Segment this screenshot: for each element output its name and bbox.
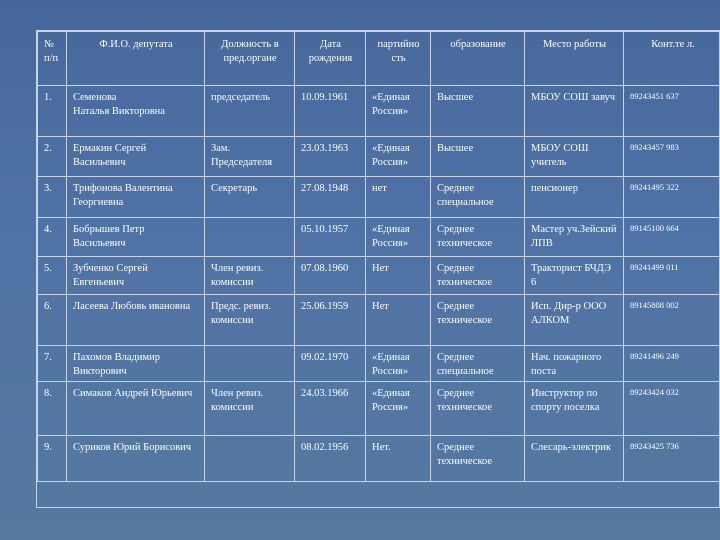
cell-education: Среднее техническое (430, 256, 525, 295)
cell-phone: 89243424 032 (623, 381, 720, 436)
cell-position: председатель (204, 85, 295, 137)
cell-birth: 23.03.1963 (294, 136, 366, 177)
cell-education: Среднее техническое (430, 435, 525, 482)
header-phone: Конт.те л. (623, 31, 720, 86)
cell-position: Секретарь (204, 176, 295, 218)
cell-fio: Ласеева Любовь ивановна (66, 294, 205, 346)
cell-work: Инструктор по спорту поселка (524, 381, 624, 436)
cell-no: 6. (37, 294, 67, 346)
table-row: 6. Ласеева Любовь ивановна Предс. ревиз. к… (37, 294, 720, 346)
table-row: 1. Семенова Наталья Викторовна председател… (37, 85, 720, 137)
cell-position (204, 435, 295, 482)
cell-phone: 89145808 002 (623, 294, 720, 346)
cell-fio: Симаков Андрей Юрьевич (66, 381, 205, 436)
header-birth: Дата рождения (294, 31, 366, 86)
header-no: № п/п (37, 31, 67, 86)
cell-fio: Семенова Наталья Викторовна (66, 85, 205, 137)
deputies-table-frame: № п/п Ф.И.О. депутата Должность в пред.о… (36, 30, 720, 508)
header-party: партийно сть (365, 31, 431, 86)
cell-birth: 07.08.1960 (294, 256, 366, 295)
cell-phone: 89145100 664 (623, 217, 720, 257)
cell-education: Среднее специальное (430, 176, 525, 218)
cell-no: 3. (37, 176, 67, 218)
header-work: Место работы (524, 31, 624, 86)
cell-party: Нет. (365, 435, 431, 482)
cell-education: Высшее (430, 85, 525, 137)
cell-education: Высшее (430, 136, 525, 177)
cell-party: «Единая Россия» (365, 85, 431, 137)
cell-phone: 89241499 011 (623, 256, 720, 295)
table-row: 7. Пахомов Владимир Викторович 09.02.1970 «… (37, 345, 720, 382)
header-fio: Ф.И.О. депутата (66, 31, 205, 86)
cell-phone: 89243425 736 (623, 435, 720, 482)
cell-no: 8. (37, 381, 67, 436)
cell-birth: 27.08.1948 (294, 176, 366, 218)
cell-position (204, 217, 295, 257)
cell-fio: Суриков Юрий Борисович (66, 435, 205, 482)
cell-birth: 05.10.1957 (294, 217, 366, 257)
cell-work: Слесарь-электрик (524, 435, 624, 482)
cell-no: 4. (37, 217, 67, 257)
cell-birth: 24.03.1966 (294, 381, 366, 436)
table-row: 2. Ермакин Сергей Васильевич Зам. Председа… (37, 136, 720, 177)
cell-no: 2. (37, 136, 67, 177)
cell-birth: 25.06.1959 (294, 294, 366, 346)
cell-position (204, 345, 295, 382)
cell-birth: 09.02.1970 (294, 345, 366, 382)
cell-fio: Трифонова Валентина Георгиевна (66, 176, 205, 218)
cell-position: Предс. ревиз. комиссии (204, 294, 295, 346)
cell-phone: 89241495 322 (623, 176, 720, 218)
cell-no: 1. (37, 85, 67, 137)
cell-work: пенсионер (524, 176, 624, 218)
cell-position: Зам. Председателя (204, 136, 295, 177)
cell-birth: 08.02.1956 (294, 435, 366, 482)
cell-no: 9. (37, 435, 67, 482)
cell-fio: Зубченко Сергей Евгеньевич (66, 256, 205, 295)
table-row: 5. Зубченко Сергей Евгеньевич Член ревиз. … (37, 256, 720, 295)
cell-phone: 89243457 983 (623, 136, 720, 177)
cell-no: 5. (37, 256, 67, 295)
cell-work: Исп. Дир-р ООО АЛКОМ (524, 294, 624, 346)
cell-party: «Единая Россия» (365, 381, 431, 436)
cell-party: «Единая Россия» (365, 136, 431, 177)
deputies-table: № п/п Ф.И.О. депутата Должность в пред.о… (37, 31, 720, 482)
cell-work: Мастер уч.Зейский ЛПВ (524, 217, 624, 257)
header-education: образование (430, 31, 525, 86)
table-row: 8. Симаков Андрей Юрьевич Член ревиз. коми… (37, 381, 720, 436)
cell-party: нет (365, 176, 431, 218)
table-row: 9. Суриков Юрий Борисович 08.02.1956 Нет. Ср… (37, 435, 720, 482)
table-row: 3. Трифонова Валентина Георгиевна Секретар… (37, 176, 720, 218)
cell-fio: Бобрышев Петр Васильевич (66, 217, 205, 257)
table-row: 4. Бобрышев Петр Васильевич 05.10.1957 «Еди… (37, 217, 720, 257)
header-position: Должность в пред.органе (204, 31, 295, 86)
cell-phone: 89241496 249 (623, 345, 720, 382)
cell-work: МБОУ СОШ завуч (524, 85, 624, 137)
cell-birth: 10.09.1961 (294, 85, 366, 137)
cell-work: Нач. пожарного поста (524, 345, 624, 382)
cell-work: Тракторист БЧДЭ 6 (524, 256, 624, 295)
cell-party: Нет (365, 294, 431, 346)
cell-party: «Единая Россия» (365, 217, 431, 257)
cell-education: Среднее техническое (430, 217, 525, 257)
cell-fio: Пахомов Владимир Викторович (66, 345, 205, 382)
cell-party: «Единая Россия» (365, 345, 431, 382)
cell-position: Член ревиз. комиссии (204, 381, 295, 436)
cell-phone: 89243451 637 (623, 85, 720, 137)
header-row: № п/п Ф.И.О. депутата Должность в пред.о… (37, 31, 720, 86)
cell-party: Нет (365, 256, 431, 295)
cell-education: Среднее техническое (430, 294, 525, 346)
cell-education: Среднее техническое (430, 381, 525, 436)
cell-no: 7. (37, 345, 67, 382)
cell-fio: Ермакин Сергей Васильевич (66, 136, 205, 177)
cell-position: Член ревиз. комиссии (204, 256, 295, 295)
cell-education: Среднее специальное (430, 345, 525, 382)
cell-work: МБОУ СОШ учитель (524, 136, 624, 177)
